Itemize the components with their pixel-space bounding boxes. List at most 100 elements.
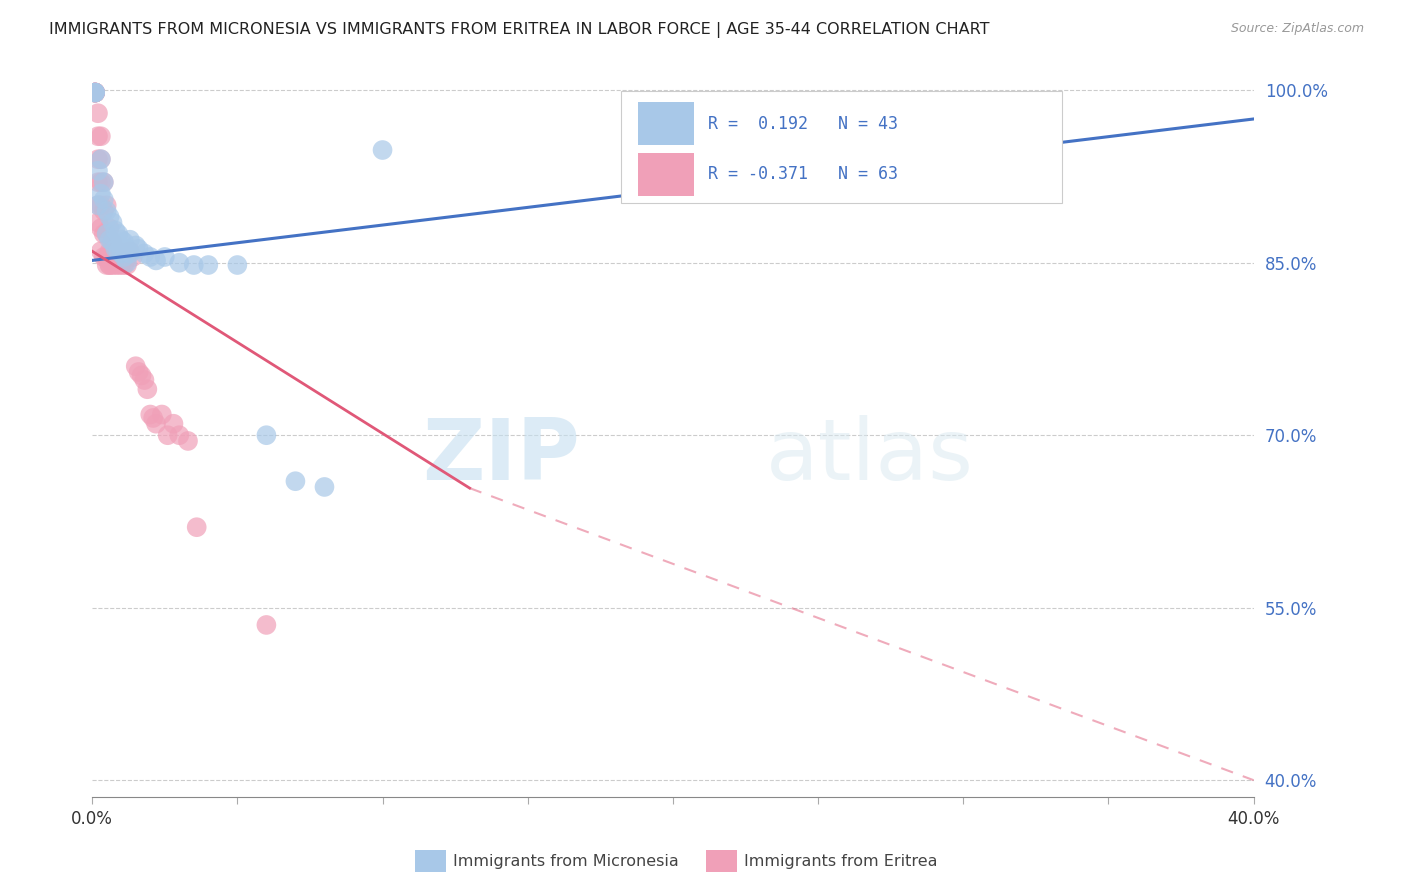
- Point: [90, 153, 112, 167]
- Point: [90, 198, 112, 212]
- Point: [90, 186, 112, 201]
- Point: [101, 253, 124, 268]
- Point: [96, 198, 118, 212]
- Point: [90, 221, 112, 235]
- Point: [107, 258, 129, 272]
- Point: [96, 204, 118, 219]
- Point: [139, 250, 162, 264]
- Point: [87, 198, 110, 212]
- Point: [96, 227, 118, 241]
- Text: ZIP: ZIP: [422, 416, 581, 499]
- Point: [145, 253, 167, 268]
- Point: [134, 373, 156, 387]
- Point: [93, 250, 115, 264]
- Point: [112, 258, 135, 272]
- Point: [125, 359, 148, 374]
- Point: [84, 86, 107, 100]
- Point: [84, 86, 107, 100]
- Point: [87, 163, 110, 178]
- Point: [84, 86, 107, 100]
- Point: [169, 256, 191, 270]
- Point: [226, 258, 249, 272]
- Point: [150, 408, 173, 422]
- Point: [96, 250, 118, 264]
- Point: [197, 258, 219, 272]
- Point: [115, 258, 138, 272]
- Point: [98, 244, 121, 259]
- Point: [93, 204, 115, 219]
- Point: [101, 235, 124, 249]
- Point: [183, 258, 205, 272]
- Point: [128, 242, 150, 256]
- Point: [104, 242, 127, 256]
- Point: [101, 235, 124, 249]
- Point: [162, 417, 184, 431]
- Point: [115, 250, 138, 264]
- Point: [93, 175, 115, 189]
- Point: [101, 215, 124, 229]
- Point: [169, 428, 191, 442]
- Point: [107, 244, 129, 259]
- Point: [98, 233, 121, 247]
- Point: [84, 86, 107, 100]
- Point: [139, 408, 162, 422]
- Point: [145, 417, 167, 431]
- Point: [153, 250, 176, 264]
- Point: [134, 246, 156, 260]
- Point: [125, 238, 148, 252]
- Point: [110, 246, 132, 260]
- Bar: [638, 102, 693, 145]
- Point: [104, 223, 127, 237]
- Point: [90, 129, 112, 144]
- Point: [112, 250, 135, 264]
- Point: [87, 175, 110, 189]
- Point: [93, 227, 115, 241]
- Text: Immigrants from Micronesia: Immigrants from Micronesia: [453, 855, 679, 869]
- Point: [96, 258, 118, 272]
- Point: [87, 198, 110, 212]
- Point: [98, 210, 121, 224]
- Point: [131, 368, 153, 383]
- Point: [93, 193, 115, 207]
- Point: [121, 250, 143, 264]
- Point: [104, 256, 127, 270]
- Point: [177, 434, 200, 448]
- Point: [87, 129, 110, 144]
- Point: [186, 520, 208, 534]
- Point: [115, 242, 138, 256]
- Point: [142, 411, 165, 425]
- Point: [112, 235, 135, 249]
- Point: [118, 246, 141, 260]
- Point: [84, 86, 107, 100]
- Point: [128, 365, 150, 379]
- FancyBboxPatch shape: [620, 91, 1062, 203]
- Point: [84, 86, 107, 100]
- Text: R = -0.371   N = 63: R = -0.371 N = 63: [707, 165, 898, 184]
- Text: Immigrants from Eritrea: Immigrants from Eritrea: [744, 855, 938, 869]
- Point: [84, 86, 107, 100]
- Text: IMMIGRANTS FROM MICRONESIA VS IMMIGRANTS FROM ERITREA IN LABOR FORCE | AGE 35-44: IMMIGRANTS FROM MICRONESIA VS IMMIGRANTS…: [49, 22, 990, 38]
- Point: [314, 480, 336, 494]
- Text: atlas: atlas: [766, 416, 974, 499]
- Point: [118, 233, 141, 247]
- Text: R =  0.192   N = 43: R = 0.192 N = 43: [707, 115, 898, 133]
- Point: [110, 233, 132, 247]
- Point: [156, 428, 179, 442]
- Point: [254, 428, 277, 442]
- Point: [90, 175, 112, 189]
- Point: [84, 86, 107, 100]
- Point: [98, 221, 121, 235]
- Point: [284, 474, 307, 488]
- Point: [84, 86, 107, 100]
- Point: [118, 244, 141, 259]
- Point: [115, 256, 138, 270]
- Point: [136, 382, 159, 396]
- Point: [110, 246, 132, 260]
- Point: [87, 153, 110, 167]
- Point: [84, 86, 107, 100]
- Point: [107, 227, 129, 241]
- Point: [87, 106, 110, 120]
- Point: [371, 143, 394, 157]
- Point: [96, 227, 118, 241]
- Point: [104, 258, 127, 272]
